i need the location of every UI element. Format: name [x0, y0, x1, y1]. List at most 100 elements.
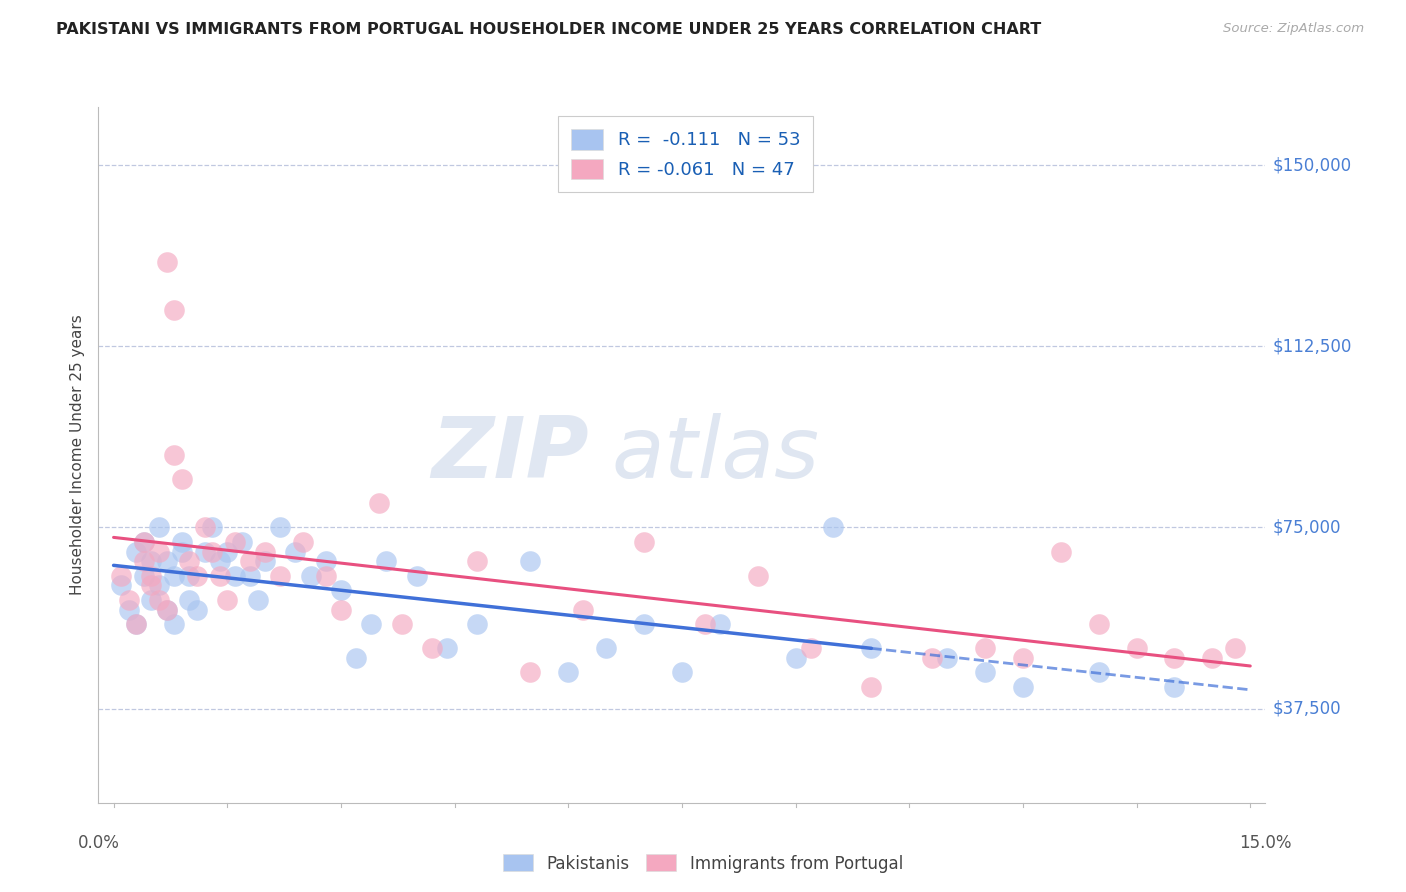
- Text: 15.0%: 15.0%: [1239, 834, 1292, 852]
- Point: [709, 617, 731, 632]
- Point: [193, 544, 215, 558]
- Text: $150,000: $150,000: [1272, 156, 1351, 174]
- Point: [1163, 680, 1185, 694]
- Point: [163, 303, 186, 318]
- Point: [1012, 680, 1035, 694]
- Point: [231, 534, 253, 549]
- Point: [405, 568, 427, 582]
- Point: [148, 578, 170, 592]
- Text: $112,500: $112,500: [1272, 337, 1351, 355]
- Text: $75,000: $75,000: [1272, 518, 1341, 536]
- Point: [201, 544, 224, 558]
- Point: [299, 568, 322, 582]
- Point: [292, 534, 315, 549]
- Text: 0.0%: 0.0%: [77, 834, 120, 852]
- Point: [329, 602, 352, 616]
- Point: [519, 665, 541, 680]
- Point: [179, 592, 201, 607]
- Point: [921, 651, 943, 665]
- Point: [156, 254, 179, 268]
- Text: ZIP: ZIP: [430, 413, 589, 497]
- Point: [519, 554, 541, 568]
- Point: [1201, 651, 1223, 665]
- Point: [269, 568, 291, 582]
- Point: [170, 472, 193, 486]
- Point: [156, 554, 179, 568]
- Point: [179, 554, 201, 568]
- Point: [344, 651, 367, 665]
- Point: [1223, 641, 1246, 656]
- Point: [420, 641, 443, 656]
- Point: [254, 554, 277, 568]
- Point: [633, 534, 655, 549]
- Point: [239, 568, 262, 582]
- Point: [163, 617, 186, 632]
- Point: [360, 617, 382, 632]
- Point: [974, 641, 997, 656]
- Point: [224, 534, 246, 549]
- Point: [436, 641, 458, 656]
- Point: [118, 592, 141, 607]
- Point: [747, 568, 769, 582]
- Point: [1125, 641, 1147, 656]
- Legend: Pakistanis, Immigrants from Portugal: Pakistanis, Immigrants from Portugal: [496, 847, 910, 880]
- Point: [201, 520, 224, 534]
- Point: [141, 568, 163, 582]
- Point: [110, 568, 132, 582]
- Point: [156, 602, 179, 616]
- Point: [217, 592, 239, 607]
- Point: [170, 544, 193, 558]
- Point: [110, 578, 132, 592]
- Point: [125, 617, 148, 632]
- Point: [671, 665, 693, 680]
- Point: [860, 680, 883, 694]
- Point: [132, 554, 155, 568]
- Point: [179, 568, 201, 582]
- Text: PAKISTANI VS IMMIGRANTS FROM PORTUGAL HOUSEHOLDER INCOME UNDER 25 YEARS CORRELAT: PAKISTANI VS IMMIGRANTS FROM PORTUGAL HO…: [56, 22, 1042, 37]
- Point: [465, 554, 488, 568]
- Point: [391, 617, 413, 632]
- Point: [315, 568, 337, 582]
- Point: [823, 520, 845, 534]
- Point: [329, 583, 352, 598]
- Point: [148, 544, 170, 558]
- Point: [974, 665, 997, 680]
- Point: [170, 534, 193, 549]
- Point: [1087, 617, 1109, 632]
- Point: [186, 602, 208, 616]
- Point: [156, 602, 179, 616]
- Y-axis label: Householder Income Under 25 years: Householder Income Under 25 years: [69, 315, 84, 595]
- Text: atlas: atlas: [612, 413, 820, 497]
- Point: [1087, 665, 1109, 680]
- Point: [465, 617, 488, 632]
- Point: [132, 534, 155, 549]
- Point: [163, 448, 186, 462]
- Point: [208, 554, 231, 568]
- Point: [633, 617, 655, 632]
- Point: [785, 651, 807, 665]
- Text: $37,500: $37,500: [1272, 699, 1341, 717]
- Point: [141, 554, 163, 568]
- Point: [132, 534, 155, 549]
- Point: [254, 544, 277, 558]
- Point: [193, 520, 215, 534]
- Text: Source: ZipAtlas.com: Source: ZipAtlas.com: [1223, 22, 1364, 36]
- Point: [269, 520, 291, 534]
- Point: [595, 641, 617, 656]
- Point: [1012, 651, 1035, 665]
- Point: [141, 592, 163, 607]
- Point: [860, 641, 883, 656]
- Point: [148, 520, 170, 534]
- Point: [208, 568, 231, 582]
- Point: [163, 568, 186, 582]
- Point: [224, 568, 246, 582]
- Point: [693, 617, 716, 632]
- Point: [217, 544, 239, 558]
- Point: [936, 651, 959, 665]
- Point: [246, 592, 269, 607]
- Point: [375, 554, 398, 568]
- Point: [284, 544, 307, 558]
- Point: [118, 602, 141, 616]
- Legend: R =  -0.111   N = 53, R = -0.061   N = 47: R = -0.111 N = 53, R = -0.061 N = 47: [558, 116, 813, 192]
- Point: [572, 602, 595, 616]
